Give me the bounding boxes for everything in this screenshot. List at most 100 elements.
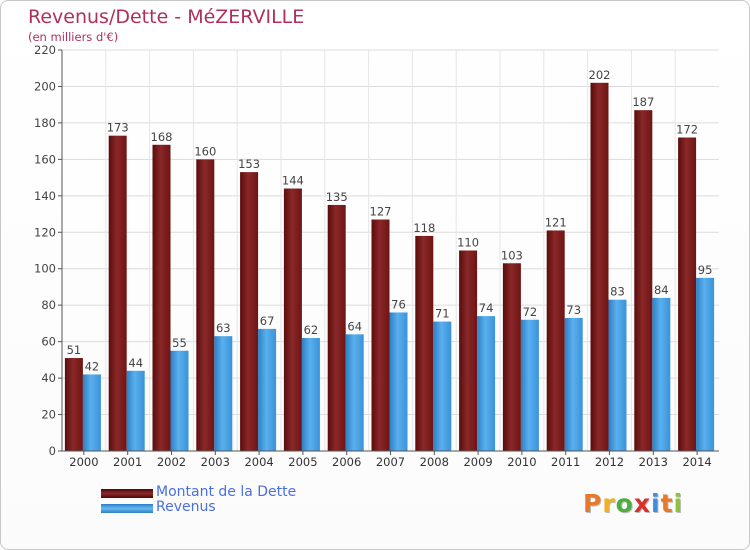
legend-label-dette: Montant de la Dette (156, 484, 297, 500)
x-tick-label: 2003 (201, 455, 230, 469)
data-label-revenus: 64 (347, 319, 362, 333)
data-label-dette: 202 (589, 68, 611, 82)
bar-dette-2013 (634, 110, 653, 452)
x-tick-label: 2005 (288, 455, 317, 469)
x-tick-label: 2000 (69, 455, 98, 469)
bar-revenus-2012 (608, 299, 627, 451)
bar-dette-2002 (152, 144, 171, 452)
data-label-dette: 168 (151, 130, 173, 144)
data-label-dette: 135 (326, 190, 348, 204)
data-label-dette: 153 (238, 157, 260, 171)
bars (64, 82, 715, 452)
y-tick-label: 100 (34, 262, 56, 276)
data-label-revenus: 76 (391, 297, 406, 311)
logo-letter: x (633, 489, 651, 518)
y-tick-label: 120 (34, 225, 56, 239)
data-label-revenus: 74 (479, 301, 494, 315)
bar-revenus-2003 (214, 336, 233, 451)
bar-revenus-2005 (301, 337, 320, 451)
bar-revenus-2001 (126, 370, 145, 451)
legend-swatch-dette (101, 489, 153, 498)
x-tick-label: 2008 (420, 455, 449, 469)
y-tick-label: 200 (34, 79, 56, 93)
data-label-revenus: 95 (698, 263, 713, 277)
legend-label-revenus: Revenus (156, 499, 216, 515)
bar-dette-2007 (371, 219, 390, 451)
data-label-dette: 127 (370, 205, 392, 219)
data-label-revenus: 84 (654, 283, 669, 297)
bar-revenus-2011 (564, 317, 583, 451)
data-label-revenus: 73 (566, 303, 581, 317)
x-tick-label: 2006 (332, 455, 361, 469)
data-label-revenus: 71 (435, 307, 450, 321)
legend-swatch-revenus (101, 504, 153, 513)
x-tick-label: 2001 (113, 455, 142, 469)
bar-revenus-2010 (520, 319, 539, 451)
bar-dette-2006 (327, 204, 346, 451)
bar-revenus-2009 (477, 316, 496, 451)
y-tick-label: 0 (49, 444, 56, 458)
data-label-dette: 110 (457, 236, 479, 250)
data-label-dette: 187 (632, 95, 654, 109)
data-label-dette: 121 (545, 215, 567, 229)
logo-letter: i (651, 489, 661, 518)
y-tick-label: 20 (41, 408, 56, 422)
y-tick-label: 160 (34, 152, 56, 166)
logo-letter: P (583, 489, 603, 518)
data-label-dette: 172 (676, 122, 698, 136)
data-label-revenus: 72 (523, 305, 538, 319)
x-tick-label: 2009 (463, 455, 492, 469)
logo-letter: t (660, 489, 674, 518)
data-label-dette: 144 (282, 174, 304, 188)
x-tick-label: 2002 (157, 455, 186, 469)
x-tick-label: 2011 (551, 455, 580, 469)
x-tick-label: 2007 (376, 455, 405, 469)
y-tick-label: 180 (34, 116, 56, 130)
y-tick-label: 140 (34, 189, 56, 203)
x-tick-label: 2014 (682, 455, 711, 469)
bar-dette-2010 (502, 263, 521, 451)
axes: 0 20 40 60 80 100 120 140 160 180 200 220 2000 2001 20… (34, 43, 719, 469)
bar-revenus-2002 (170, 350, 189, 451)
data-label-dette: 118 (413, 221, 435, 235)
bar-dette-2003 (196, 159, 215, 451)
data-label-revenus: 63 (216, 321, 231, 335)
bar-revenus-2006 (345, 334, 364, 451)
x-tick-label: 2010 (507, 455, 536, 469)
bar-revenus-2014 (696, 277, 715, 451)
data-label-revenus: 62 (304, 323, 319, 337)
data-label-dette: 160 (194, 144, 216, 158)
data-label-dette: 51 (67, 343, 82, 357)
bar-revenus-2013 (652, 297, 671, 451)
data-label-revenus: 83 (610, 285, 625, 299)
data-label-dette: 103 (501, 248, 523, 262)
bar-dette-2000 (64, 358, 83, 451)
data-label-dette: 173 (107, 121, 129, 135)
logo-letter: i (673, 489, 684, 518)
bar-revenus-2000 (82, 374, 101, 451)
data-label-revenus: 55 (172, 336, 187, 350)
bar-dette-2014 (678, 137, 697, 451)
bar-dette-2008 (415, 235, 434, 451)
x-tick-label: 2004 (244, 455, 273, 469)
bar-dette-2012 (590, 82, 609, 452)
y-tick-label: 80 (41, 298, 56, 312)
bar-dette-2005 (283, 188, 302, 451)
x-tick-label: 2013 (639, 455, 668, 469)
chart-subtitle: (en milliers d'€) (28, 30, 119, 44)
bar-dette-2011 (546, 230, 565, 451)
y-tick-label: 40 (41, 371, 56, 385)
data-label-revenus: 67 (260, 314, 275, 328)
logo-letter: o (615, 489, 634, 518)
proxiti-logo: Proxiti (583, 489, 683, 518)
bar-revenus-2004 (258, 328, 277, 451)
bar-revenus-2007 (389, 312, 408, 451)
data-label-revenus: 42 (85, 359, 100, 373)
data-label-revenus: 44 (128, 356, 143, 370)
logo-letter: r (602, 489, 616, 518)
x-tick-label: 2012 (595, 455, 624, 469)
bar-dette-2009 (459, 250, 478, 451)
bar-revenus-2008 (433, 321, 452, 451)
